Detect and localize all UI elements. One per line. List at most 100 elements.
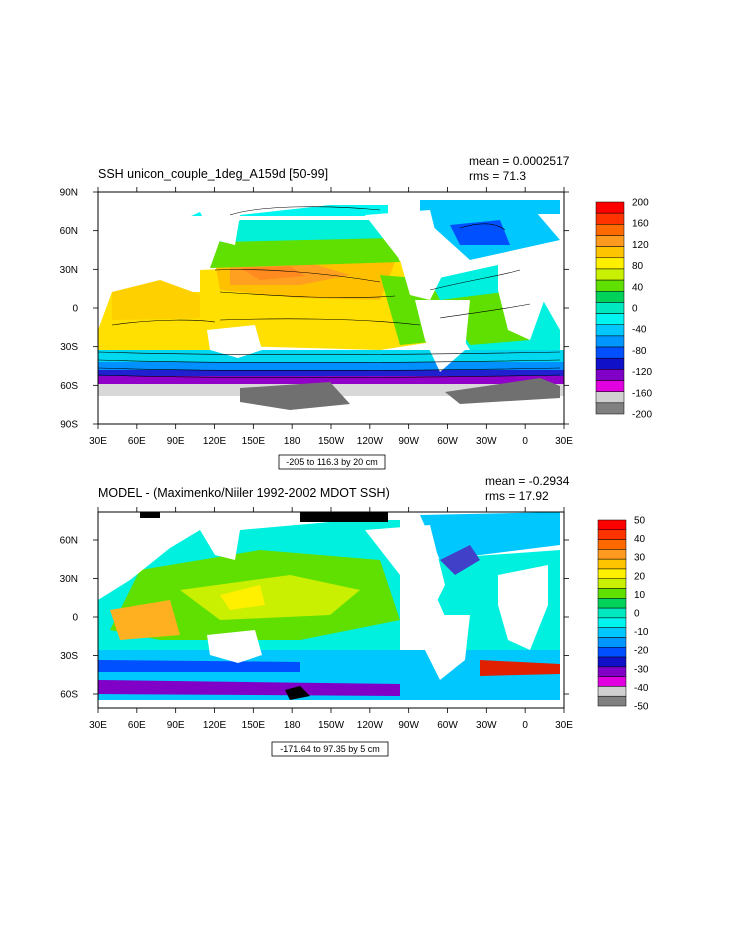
- colorbar-label: -50: [634, 702, 649, 713]
- x-tick-label: 0: [522, 720, 528, 731]
- x-tick-label: 30W: [476, 720, 497, 731]
- colorbar-label: 20: [634, 571, 646, 582]
- colorbar-label: 40: [632, 282, 644, 293]
- x-tick-label: 60E: [128, 720, 146, 731]
- x-tick-label: 150E: [242, 436, 266, 447]
- bottom-contour-info-box: [271, 741, 389, 757]
- y-tick-label: 0: [72, 613, 78, 624]
- colorbar-swatch: [597, 539, 627, 550]
- colorbar-swatch: [595, 357, 625, 370]
- colorbar-swatch: [597, 686, 627, 697]
- colorbar-swatch: [595, 313, 625, 325]
- colorbar-label: 200: [632, 198, 649, 209]
- colorbar-swatch: [597, 676, 627, 687]
- x-tick-label: 120W: [357, 720, 384, 731]
- colorbar-label: -120: [632, 367, 652, 378]
- x-tick-label: 120E: [203, 436, 227, 447]
- colorbar-label: 50: [634, 516, 646, 527]
- bottom-y-axis: 60N 30N 0 30S 60S: [60, 536, 569, 701]
- colorbar-swatch: [595, 201, 625, 214]
- bottom-rms-stat: rms = 17.92: [485, 489, 549, 503]
- x-tick-label: 90E: [167, 720, 185, 731]
- x-tick-label: 90W: [398, 720, 419, 731]
- colorbar-label: 0: [634, 609, 640, 620]
- colorbar-swatch: [595, 257, 625, 270]
- y-tick-label: 0: [72, 304, 78, 315]
- y-tick-label: 90S: [60, 420, 78, 431]
- x-tick-label: 180: [284, 720, 301, 731]
- colorbar-label: -30: [634, 664, 649, 675]
- colorbar-label: 0: [632, 304, 638, 315]
- colorbar-swatch: [597, 647, 627, 658]
- colorbar-label: 120: [632, 240, 649, 251]
- x-tick-label: 30E: [89, 720, 107, 731]
- x-tick-label: 150W: [318, 436, 345, 447]
- colorbar-swatch: [597, 695, 627, 707]
- top-x-axis: 30E 60E 90E 120E 150E 180 150W 120W 90W 60W 30W 0 30…: [89, 187, 573, 447]
- colorbar-swatch: [597, 519, 627, 531]
- colorbar-swatch: [595, 380, 625, 392]
- top-panel-title: SSH unicon_couple_1deg_A159d [50-99]: [98, 167, 328, 181]
- colorbar-label: -10: [634, 627, 649, 638]
- colorbar-swatch: [597, 578, 627, 589]
- bottom-mean-stat: mean = -0.2934: [485, 474, 570, 488]
- top-y-axis: 90N 60N 30N 0 30S 60S 90S: [60, 188, 569, 431]
- colorbar-swatch: [595, 212, 625, 225]
- x-tick-label: 150W: [318, 720, 345, 731]
- colorbar-label: 80: [632, 261, 644, 272]
- x-tick-label: 0: [522, 436, 528, 447]
- x-tick-label: 60W: [437, 436, 458, 447]
- x-tick-label: 30E: [89, 436, 107, 447]
- colorbar-swatch: [597, 598, 627, 609]
- colorbar-label: -20: [634, 646, 649, 657]
- bottom-colorbar: 50 40 30 20 10 0 -10 -20 -30 -40 -50: [597, 516, 649, 713]
- colorbar-swatch: [595, 391, 625, 404]
- colorbar-swatch: [597, 549, 627, 560]
- colorbar-label: -80: [632, 346, 647, 357]
- top-colorbar: 200 160 120 80 40 0 -40 -80 -120 -160 -200: [595, 198, 652, 421]
- bottom-map-panel: MODEL - (Maximenko/Niiler 1992-2002 MDOT…: [60, 474, 649, 757]
- x-tick-label: 90E: [167, 436, 185, 447]
- y-tick-label: 60S: [60, 381, 78, 392]
- y-tick-label: 30S: [60, 651, 78, 662]
- top-contour-info-box: [278, 454, 386, 470]
- colorbar-label: 160: [632, 219, 649, 230]
- colorbar-swatch: [597, 568, 627, 579]
- colorbar-swatch: [595, 402, 625, 415]
- top-map-field: [97, 192, 564, 424]
- bottom-panel-title: MODEL - (Maximenko/Niiler 1992-2002 MDOT…: [98, 486, 390, 500]
- y-tick-label: 30S: [60, 342, 78, 353]
- x-tick-label: 120E: [203, 720, 227, 731]
- colorbar-swatch: [595, 279, 625, 292]
- x-tick-label: 180: [284, 436, 301, 447]
- colorbar-swatch: [597, 607, 627, 619]
- bottom-map-field: [98, 512, 564, 708]
- y-tick-label: 90N: [60, 188, 78, 199]
- colorbar-swatch: [597, 637, 627, 648]
- x-tick-label: 30E: [555, 436, 573, 447]
- x-tick-label: 30E: [555, 720, 573, 731]
- bottom-x-axis: 30E 60E 90E 120E 150E 180 150W 120W 90W 60W 30W 0 30…: [89, 507, 573, 731]
- y-tick-label: 60N: [60, 226, 78, 237]
- colorbar-swatch: [597, 558, 627, 570]
- colorbar-swatch: [595, 268, 625, 281]
- colorbar-label: 10: [634, 590, 646, 601]
- colorbar-swatch: [595, 235, 625, 247]
- y-tick-label: 60S: [60, 690, 78, 701]
- colorbar-swatch: [597, 656, 627, 668]
- colorbar-swatch: [597, 627, 627, 638]
- y-tick-label: 30N: [60, 574, 78, 585]
- top-map-panel: SSH unicon_couple_1deg_A159d [50-99] mea…: [60, 154, 652, 470]
- x-tick-label: 60W: [437, 720, 458, 731]
- bottom-contour-info: -171.64 to 97.35 by 5 cm: [280, 744, 380, 754]
- colorbar-swatch: [595, 335, 625, 348]
- colorbar-swatch: [595, 346, 625, 359]
- colorbar-label: -160: [632, 388, 652, 399]
- colorbar-swatch: [595, 224, 625, 236]
- colorbar-label: -40: [634, 683, 649, 694]
- colorbar-swatch: [595, 324, 625, 337]
- top-rms-stat: rms = 71.3: [469, 169, 526, 183]
- colorbar-swatch: [597, 617, 627, 628]
- colorbar-swatch: [597, 588, 627, 599]
- y-tick-label: 60N: [60, 536, 78, 547]
